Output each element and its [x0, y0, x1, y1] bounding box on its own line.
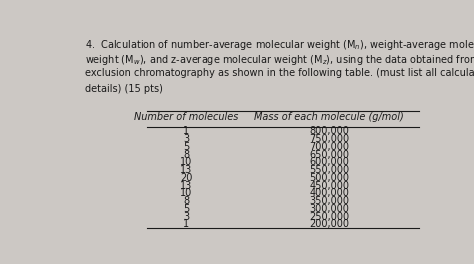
- Text: 300,000: 300,000: [310, 204, 349, 214]
- Text: 5: 5: [183, 204, 189, 214]
- Text: details) (15 pts): details) (15 pts): [85, 83, 163, 93]
- Text: 1: 1: [183, 219, 189, 229]
- Text: 10: 10: [180, 157, 192, 167]
- Text: 600,000: 600,000: [310, 157, 349, 167]
- Text: 8: 8: [183, 150, 189, 160]
- Text: 400,000: 400,000: [310, 188, 349, 199]
- Text: 1: 1: [183, 126, 189, 136]
- Text: 200,000: 200,000: [309, 219, 349, 229]
- Text: 550,000: 550,000: [309, 165, 349, 175]
- Text: 750,000: 750,000: [309, 134, 349, 144]
- Text: 700,000: 700,000: [309, 142, 349, 152]
- Text: 250,000: 250,000: [309, 212, 349, 221]
- Text: 3: 3: [183, 134, 189, 144]
- Text: Mass of each molecule (g/mol): Mass of each molecule (g/mol): [255, 112, 404, 122]
- Text: 5: 5: [183, 142, 189, 152]
- Text: 800,000: 800,000: [310, 126, 349, 136]
- Text: 3: 3: [183, 212, 189, 221]
- Text: 350,000: 350,000: [309, 196, 349, 206]
- Text: 4.  Calculation of number-average molecular weight (M$_n$), weight-average molec: 4. Calculation of number-average molecul…: [85, 38, 474, 52]
- Text: 13: 13: [180, 165, 192, 175]
- Text: 8: 8: [183, 196, 189, 206]
- Text: Number of molecules: Number of molecules: [134, 112, 238, 122]
- Text: 500,000: 500,000: [309, 173, 349, 183]
- Text: 10: 10: [180, 188, 192, 199]
- Text: weight (M$_w$), and z-average molecular weight (M$_z$), using the data obtained : weight (M$_w$), and z-average molecular …: [85, 53, 474, 67]
- Text: 450,000: 450,000: [309, 181, 349, 191]
- Text: exclusion chromatography as shown in the following table. (must list all calcula: exclusion chromatography as shown in the…: [85, 68, 474, 78]
- Text: 13: 13: [180, 181, 192, 191]
- Text: 20: 20: [180, 173, 192, 183]
- Text: 650,000: 650,000: [309, 150, 349, 160]
